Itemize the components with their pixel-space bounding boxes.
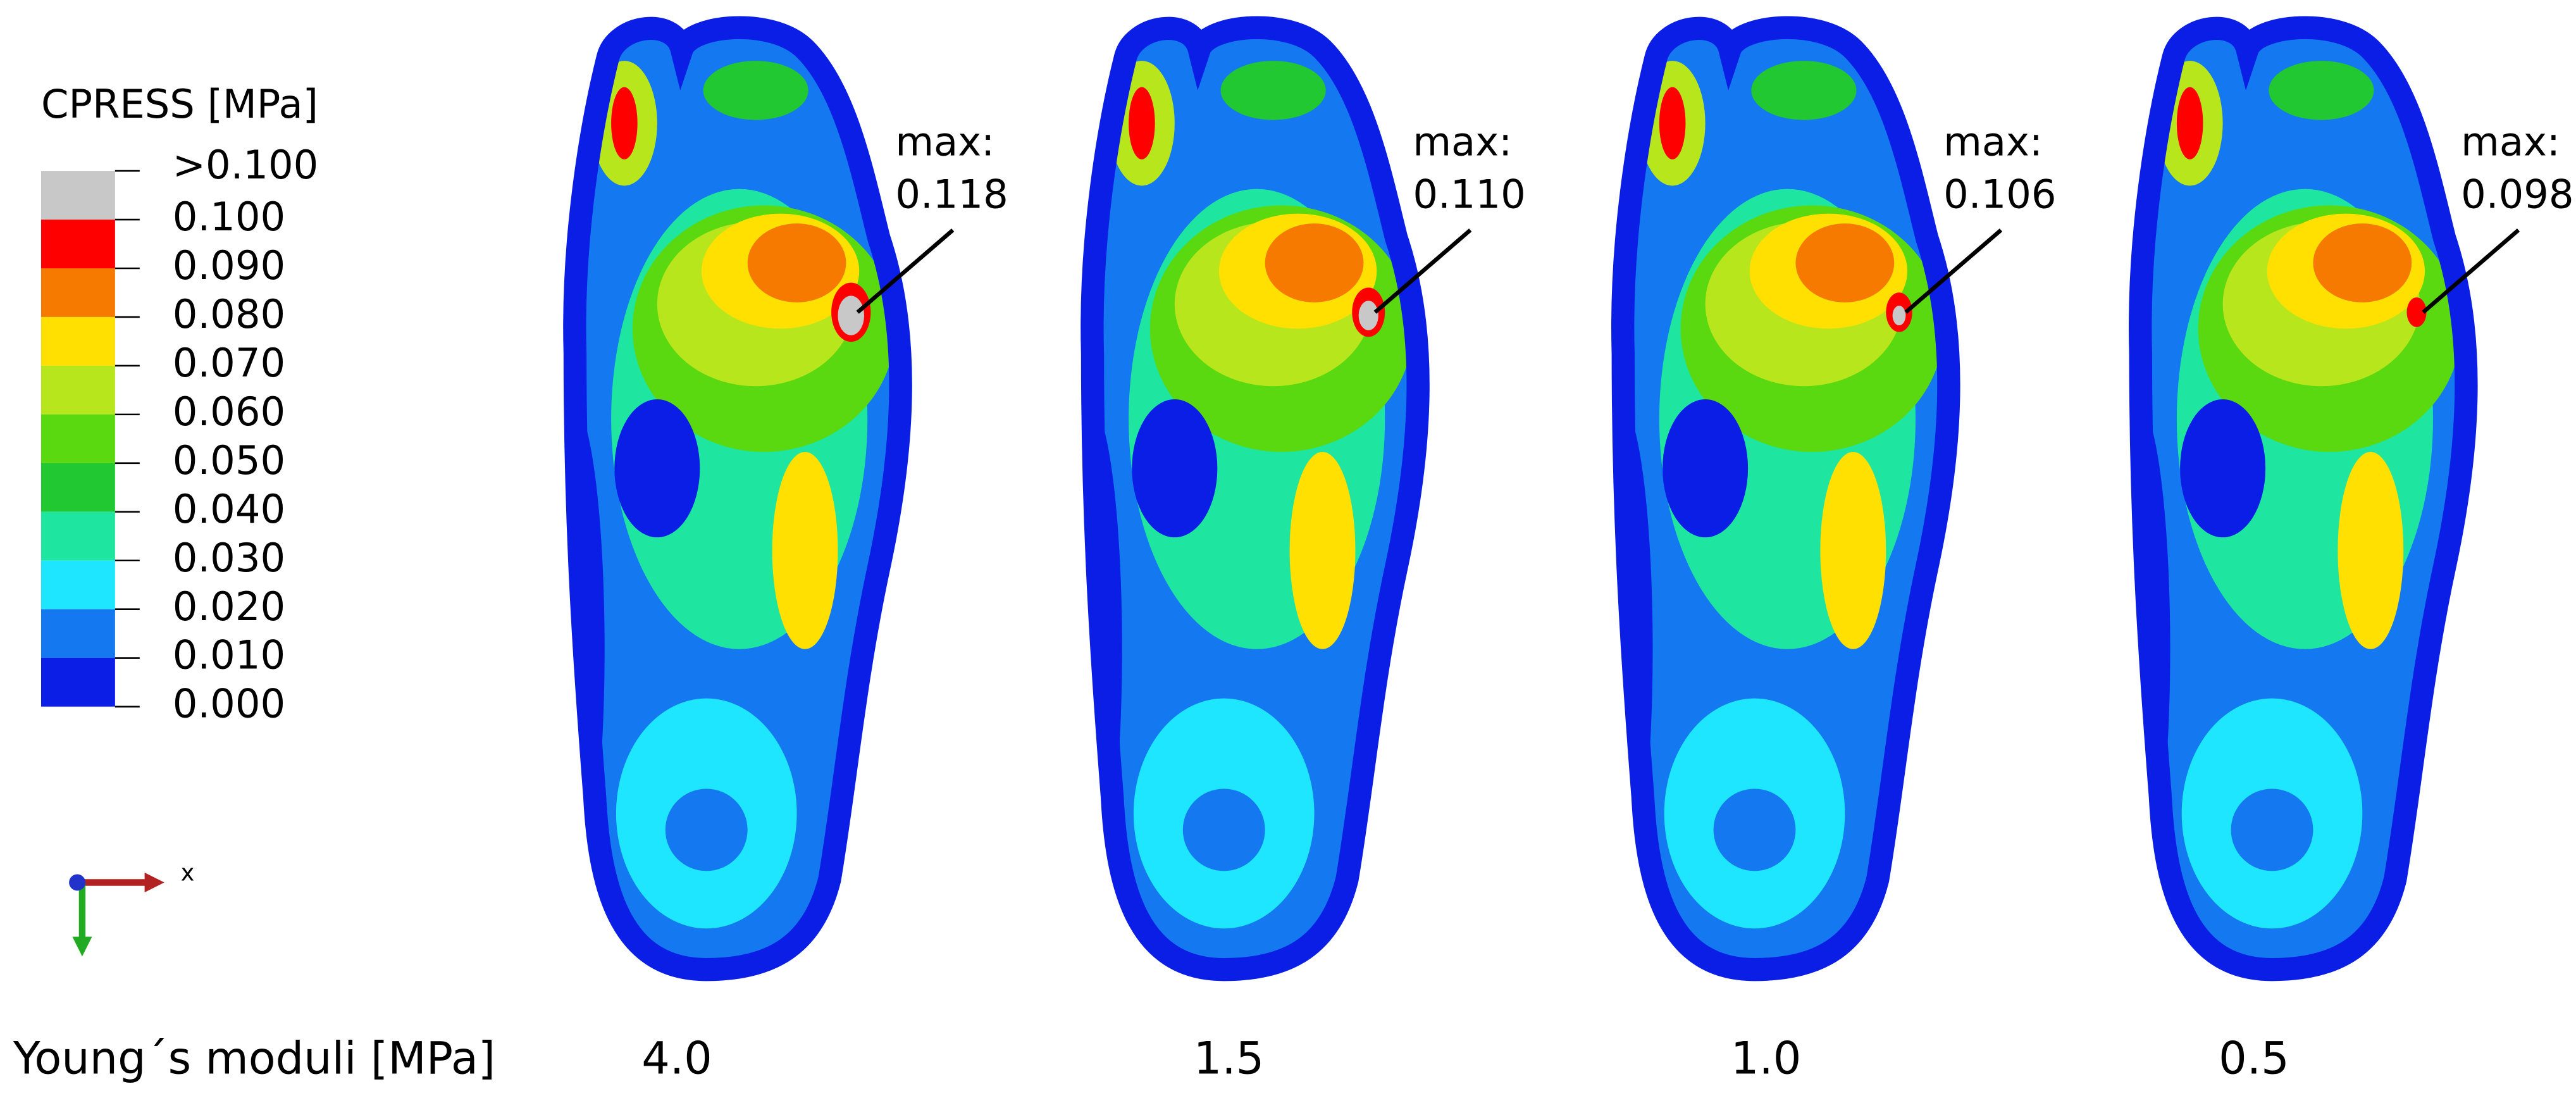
x-label: Young´s moduli [MPa] xyxy=(13,1033,495,1085)
legend-swatch xyxy=(40,365,115,414)
legend-label: 0.040 xyxy=(173,486,285,532)
pressure-zone xyxy=(2269,61,2374,120)
max-value: 0.098 xyxy=(2461,171,2573,218)
max-zone xyxy=(838,296,865,335)
max-leader xyxy=(856,228,955,314)
foot-fill xyxy=(1092,27,1418,970)
legend-swatch xyxy=(40,316,115,366)
pressure-zone xyxy=(1659,87,1686,159)
legend-label: 0.010 xyxy=(173,632,285,678)
pressure-zone xyxy=(2180,399,2266,538)
legend-swatch xyxy=(40,511,115,561)
pressure-zone xyxy=(703,61,808,120)
foot-map xyxy=(1081,16,1430,981)
max-label: max: xyxy=(2461,119,2560,165)
max-zone xyxy=(1358,301,1378,330)
pressure-zone xyxy=(611,87,638,159)
foot-outline xyxy=(2129,16,2478,981)
max-leader xyxy=(2422,228,2520,314)
legend-label: 0.090 xyxy=(173,242,285,289)
pressure-zone xyxy=(747,223,846,302)
pressure-zone xyxy=(2176,87,2203,159)
pressure-zone xyxy=(2338,452,2404,649)
legend-swatch xyxy=(40,560,115,609)
max-label: max: xyxy=(1413,119,1512,165)
legend-label: 0.050 xyxy=(173,437,285,483)
modulus-value: 0.5 xyxy=(2219,1033,2289,1085)
legend-swatch xyxy=(40,463,115,512)
max-leader xyxy=(1904,228,2003,314)
max-zone xyxy=(2413,310,2420,321)
pressure-zone xyxy=(614,399,700,538)
foot-map xyxy=(1611,16,1960,981)
max-zone xyxy=(1892,306,1906,326)
pressure-zone xyxy=(1751,61,1857,120)
legend-label: 0.070 xyxy=(173,340,285,386)
foot-outline xyxy=(1081,16,1430,981)
legend-label: 0.030 xyxy=(173,535,285,581)
pressure-zone xyxy=(1713,788,1796,871)
legend-title: CPRESS [MPa] xyxy=(41,81,318,127)
axis-triad: x xyxy=(69,859,194,957)
foot-outline xyxy=(563,16,912,981)
legend-label: 0.000 xyxy=(173,681,285,727)
legend-swatch xyxy=(40,657,115,707)
modulus-value: 4.0 xyxy=(641,1033,712,1085)
modulus-value: 1.0 xyxy=(1731,1033,1802,1085)
modulus-value: 1.5 xyxy=(1194,1033,1265,1085)
pressure-zone xyxy=(772,452,838,649)
pressure-zone xyxy=(1129,87,1155,159)
legend-swatch xyxy=(40,609,115,658)
foot-map xyxy=(2129,16,2478,981)
pressure-zone xyxy=(1795,223,1895,302)
axis-label: x xyxy=(181,859,195,887)
legend-swatch xyxy=(40,220,115,268)
pressure-zone xyxy=(1220,61,1326,120)
max-label: max: xyxy=(895,119,994,165)
legend-label: 0.020 xyxy=(173,583,285,630)
pressure-zone xyxy=(1132,399,1218,538)
pressure-zone xyxy=(1182,788,1265,871)
foot-outline xyxy=(1611,16,1960,981)
legend-label: 0.080 xyxy=(173,291,285,337)
max-value: 0.110 xyxy=(1413,171,1525,218)
pressure-zone xyxy=(1265,223,1364,302)
legend-swatch xyxy=(40,414,115,463)
max-label: max: xyxy=(1943,119,2043,165)
legend-swatch xyxy=(40,268,115,317)
foot-map xyxy=(563,16,912,981)
max-leader xyxy=(1373,228,1472,314)
max-value: 0.118 xyxy=(895,171,1008,218)
pressure-zone xyxy=(1289,452,1356,649)
pressure-zone xyxy=(1663,399,1749,538)
foot-fill xyxy=(2140,27,2467,970)
max-value: 0.106 xyxy=(1943,171,2056,218)
pressure-zone xyxy=(665,788,748,871)
pressure-zone xyxy=(1820,452,1886,649)
legend-label: >0.100 xyxy=(173,142,319,188)
legend-swatch xyxy=(40,171,115,220)
legend-label: 0.100 xyxy=(173,194,285,240)
pressure-zone xyxy=(2313,223,2412,302)
legend-label: 0.060 xyxy=(173,389,285,435)
pressure-zone xyxy=(2231,788,2313,871)
